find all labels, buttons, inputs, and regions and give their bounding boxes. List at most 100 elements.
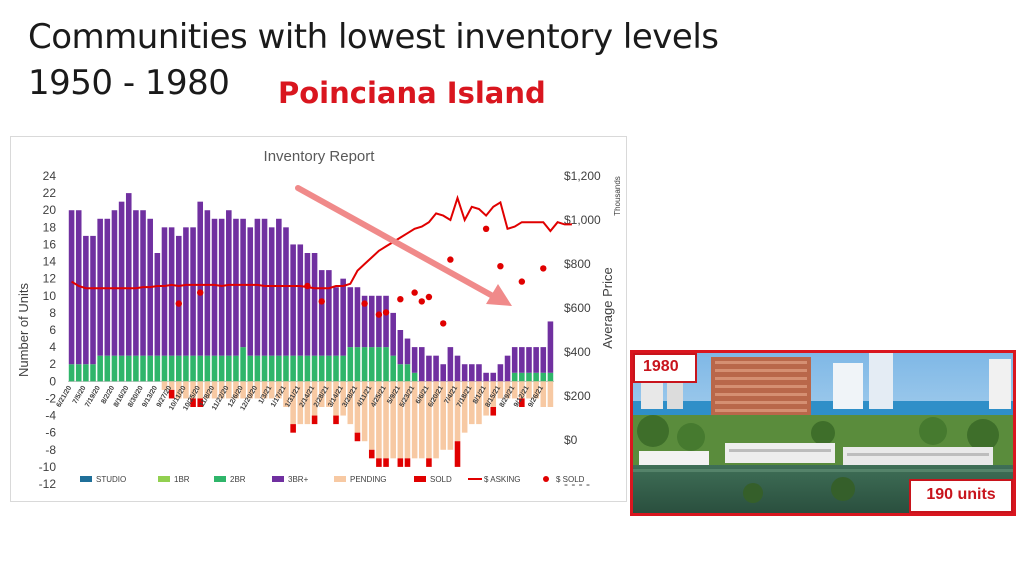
bar-3brplus xyxy=(497,364,504,382)
bar-3brplus xyxy=(418,347,425,382)
bar-3brplus xyxy=(376,295,382,348)
bar-2br xyxy=(183,355,189,382)
bar-pending xyxy=(247,381,254,399)
bar-pending xyxy=(383,381,389,459)
bar-3brplus xyxy=(290,244,296,356)
bar-sold xyxy=(397,458,404,467)
legend-label: 3BR+ xyxy=(288,475,309,484)
bar-3brplus xyxy=(183,227,189,356)
legend-label: $ SOLD xyxy=(556,475,585,484)
bar-pending xyxy=(290,381,296,425)
sold-price-point xyxy=(304,282,311,290)
y-tick-label: 2 xyxy=(49,357,56,371)
bar-3brplus xyxy=(547,321,554,373)
bar-2br xyxy=(90,364,96,382)
bar-3brplus xyxy=(354,287,361,348)
legend-label: 1BR xyxy=(174,475,190,484)
y-tick-label: -2 xyxy=(45,391,56,405)
bar-pending xyxy=(276,381,282,399)
legend-swatch-sold-price xyxy=(543,476,549,482)
y2-tick-label: $800 xyxy=(564,257,591,271)
legend-swatch xyxy=(158,476,170,482)
bar-2br xyxy=(333,355,339,382)
bar-sold xyxy=(426,458,432,467)
bar-pending xyxy=(333,381,339,416)
bar-pending xyxy=(197,381,204,399)
bar-3brplus xyxy=(540,347,547,373)
bar-3brplus xyxy=(218,218,225,356)
bar-pending xyxy=(490,381,497,407)
bar-2br xyxy=(226,355,232,382)
bar-3brplus xyxy=(226,210,232,356)
chart-title: Inventory Report xyxy=(264,148,376,165)
bar-2br xyxy=(368,347,375,382)
bar-3brplus xyxy=(197,201,204,356)
bar-pending xyxy=(283,381,289,407)
bar-sold xyxy=(190,398,196,407)
bar-pending xyxy=(390,381,396,459)
bar-3brplus xyxy=(140,210,146,356)
bar-2br xyxy=(547,372,554,382)
sold-price-point xyxy=(382,309,390,316)
bar-sold xyxy=(197,398,204,407)
bar-2br xyxy=(383,347,389,382)
y-axis-title: Number of Units xyxy=(16,283,31,377)
y-tick-label: -12 xyxy=(39,477,57,491)
bar-2br xyxy=(140,355,146,382)
bar-pending xyxy=(311,381,318,416)
bar-2br xyxy=(197,355,204,382)
bar-pending xyxy=(340,381,346,416)
bar-sold xyxy=(168,389,175,399)
bar-3brplus xyxy=(161,227,168,356)
legend-swatch xyxy=(214,476,226,482)
bar-2br xyxy=(533,372,539,382)
bar-2br xyxy=(211,355,218,382)
bar-3brplus xyxy=(83,235,89,365)
bar-2br xyxy=(340,355,346,382)
bar-pending xyxy=(440,381,447,450)
bar-3brplus xyxy=(90,235,96,365)
inventory-chart-svg: Inventory Report242220181614121086420-2-… xyxy=(10,136,627,502)
bar-3brplus xyxy=(476,364,482,382)
y-tick-label: 20 xyxy=(43,203,57,217)
bar-3brplus xyxy=(511,347,518,373)
bar-2br xyxy=(290,355,296,382)
bar-pending xyxy=(447,381,454,450)
bar-pending xyxy=(261,381,268,399)
bar-3brplus xyxy=(261,218,268,356)
trend-arrow-head xyxy=(486,284,512,306)
bar-pending xyxy=(190,381,196,399)
y-tick-label: -10 xyxy=(39,460,57,474)
sold-price-point xyxy=(518,278,526,285)
bar-pending xyxy=(483,381,489,416)
bar-pending xyxy=(204,381,211,399)
bar-3brplus xyxy=(519,347,525,373)
bar-sold xyxy=(354,432,361,442)
bar-2br xyxy=(75,364,82,382)
bar-2br xyxy=(326,355,332,382)
bar-pending xyxy=(476,381,482,425)
y-tick-label: 4 xyxy=(49,340,56,354)
bar-pending xyxy=(404,381,411,459)
y2-tick-label: $1,200 xyxy=(564,169,601,183)
bar-pending xyxy=(233,381,239,399)
bar-pending xyxy=(183,381,189,399)
y2-tick-label: $400 xyxy=(564,345,591,359)
bar-2br xyxy=(104,355,111,382)
bar-3brplus xyxy=(483,372,489,382)
y-tick-label: 8 xyxy=(49,306,56,320)
sold-price-point xyxy=(197,289,204,296)
bar-2br xyxy=(540,372,547,382)
units-badge: 190 units xyxy=(909,479,1013,513)
y-tick-label: 22 xyxy=(43,186,57,200)
bar-3brplus xyxy=(326,270,332,356)
trend-arrow-line xyxy=(295,185,503,303)
bar-3brplus xyxy=(268,227,275,356)
y-tick-label: -4 xyxy=(45,409,56,423)
bar-3brplus xyxy=(469,364,475,382)
bar-sold xyxy=(454,441,461,467)
bar-3brplus xyxy=(383,295,389,348)
bar-3brplus xyxy=(426,355,432,382)
bar-pending xyxy=(168,381,175,390)
bar-3brplus xyxy=(433,355,439,382)
